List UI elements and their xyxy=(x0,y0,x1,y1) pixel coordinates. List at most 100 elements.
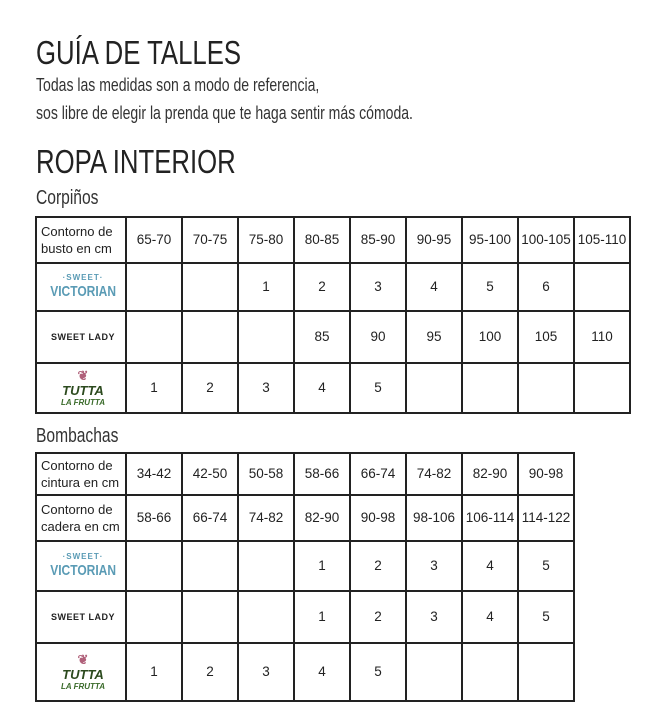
sweet-lady-logo: SWEET LADY xyxy=(50,331,115,342)
table-cell: 98-106 xyxy=(405,494,463,542)
table-cell: 1 xyxy=(293,540,351,592)
table-cell xyxy=(181,310,239,364)
table-cell xyxy=(517,362,575,414)
row-label: ·SWEET· VICTORIAN xyxy=(35,262,127,312)
table-cell: 82-90 xyxy=(461,452,519,496)
table-cell: 1 xyxy=(125,642,183,702)
table-cell: 3 xyxy=(237,362,295,414)
table-cell: 74-82 xyxy=(405,452,463,496)
table-cell: 2 xyxy=(293,262,351,312)
table-cell: 4 xyxy=(461,590,519,644)
table-cell: 1 xyxy=(125,362,183,414)
row-label: Contorno de cadera en cm xyxy=(35,494,127,542)
table-cell: 3 xyxy=(405,540,463,592)
subtitle-line-2: sos libre de elegir la prenda que te hag… xyxy=(36,103,413,123)
table-cell xyxy=(181,262,239,312)
table-cell: 80-85 xyxy=(293,216,351,264)
table-cell xyxy=(181,540,239,592)
row-label: SWEET LADY xyxy=(35,590,127,644)
table-cell: 95 xyxy=(405,310,463,364)
sweet-victorian-logo: ·SWEET· VICTORIAN xyxy=(50,273,116,300)
table-cell: 95-100 xyxy=(461,216,519,264)
corpinos-table: Contorno de busto en cm 65-70 70-75 75-80 80… xyxy=(35,216,631,414)
bombachas-table: Contorno de cintura en cm 34-42 42-50 50-58… xyxy=(35,452,575,702)
table-cell xyxy=(405,362,463,414)
table-cell: 66-74 xyxy=(349,452,407,496)
table-cell: 90-95 xyxy=(405,216,463,264)
table-cell: 42-50 xyxy=(181,452,239,496)
page-title: GUÍA DE TALLES xyxy=(36,34,242,71)
row-label: ·SWEET· VICTORIAN xyxy=(35,540,127,592)
table-cell: 3 xyxy=(237,642,295,702)
bombachas-heading: Bombachas xyxy=(36,425,119,447)
table-row: ❦ TUTTA LA FRUTTA 1 2 3 4 5 xyxy=(35,362,631,414)
table-cell: 100 xyxy=(461,310,519,364)
row-label: ❦ TUTTA LA FRUTTA xyxy=(35,362,127,414)
table-cell: 5 xyxy=(461,262,519,312)
table-cell: 2 xyxy=(181,362,239,414)
table-cell: 5 xyxy=(517,590,575,644)
table-cell: 90 xyxy=(349,310,407,364)
table-cell xyxy=(405,642,463,702)
table-cell: 90-98 xyxy=(517,452,575,496)
table-row: Contorno de cadera en cm 58-66 66-74 74-82 8… xyxy=(35,494,575,542)
table-cell: 5 xyxy=(349,642,407,702)
table-cell: 65-70 xyxy=(125,216,183,264)
subtitle-line-1: Todas las medidas son a modo de referenc… xyxy=(36,75,320,95)
table-row: SWEET LADY 85 90 95 100 105 110 xyxy=(35,310,631,364)
table-row: ·SWEET· VICTORIAN 1 2 3 4 5 xyxy=(35,540,575,592)
leaf-icon: ❦ xyxy=(77,368,89,383)
table-cell: 58-66 xyxy=(293,452,351,496)
table-cell: 4 xyxy=(405,262,463,312)
table-cell xyxy=(125,590,183,644)
table-cell: 66-74 xyxy=(181,494,239,542)
table-cell xyxy=(573,262,631,312)
table-row: Contorno de busto en cm 65-70 70-75 75-80 80… xyxy=(35,216,631,264)
table-cell xyxy=(517,642,575,702)
section-title: ROPA INTERIOR xyxy=(36,143,236,180)
table-cell xyxy=(573,362,631,414)
row-label: Contorno de busto en cm xyxy=(35,216,127,264)
table-cell: 1 xyxy=(293,590,351,644)
corpinos-heading: Corpiños xyxy=(36,187,99,209)
table-cell: 1 xyxy=(237,262,295,312)
table-row: Contorno de cintura en cm 34-42 42-50 50-58… xyxy=(35,452,575,496)
table-cell: 74-82 xyxy=(237,494,295,542)
table-row: SWEET LADY 1 2 3 4 5 xyxy=(35,590,575,644)
table-cell: 106-114 xyxy=(461,494,519,542)
table-cell: 110 xyxy=(573,310,631,364)
table-cell: 5 xyxy=(517,540,575,592)
table-row: ·SWEET· VICTORIAN 1 2 3 4 5 6 xyxy=(35,262,631,312)
table-cell: 58-66 xyxy=(125,494,183,542)
table-cell: 2 xyxy=(181,642,239,702)
table-cell: 34-42 xyxy=(125,452,183,496)
table-cell: 75-80 xyxy=(237,216,295,264)
table-cell: 2 xyxy=(349,540,407,592)
table-cell: 105-110 xyxy=(573,216,631,264)
table-cell: 50-58 xyxy=(237,452,295,496)
table-cell xyxy=(125,262,183,312)
table-cell xyxy=(125,310,183,364)
table-cell xyxy=(237,310,295,364)
table-cell: 3 xyxy=(405,590,463,644)
table-cell xyxy=(237,540,295,592)
table-cell: 70-75 xyxy=(181,216,239,264)
leaf-icon: ❦ xyxy=(77,652,89,667)
table-cell xyxy=(181,590,239,644)
row-label: SWEET LADY xyxy=(35,310,127,364)
table-cell: 85-90 xyxy=(349,216,407,264)
table-cell: 5 xyxy=(349,362,407,414)
table-cell: 90-98 xyxy=(349,494,407,542)
table-cell: 4 xyxy=(461,540,519,592)
table-cell xyxy=(125,540,183,592)
table-cell: 105 xyxy=(517,310,575,364)
row-label: ❦ TUTTA LA FRUTTA xyxy=(35,642,127,702)
table-cell: 100-105 xyxy=(517,216,575,264)
table-row: ❦ TUTTA LA FRUTTA 1 2 3 4 5 xyxy=(35,642,575,702)
table-cell: 6 xyxy=(517,262,575,312)
table-cell: 85 xyxy=(293,310,351,364)
sweet-victorian-logo: ·SWEET· VICTORIAN xyxy=(50,552,116,579)
tutta-frutta-logo: ❦ TUTTA LA FRUTTA xyxy=(41,368,125,408)
table-cell xyxy=(237,590,295,644)
table-cell: 4 xyxy=(293,642,351,702)
